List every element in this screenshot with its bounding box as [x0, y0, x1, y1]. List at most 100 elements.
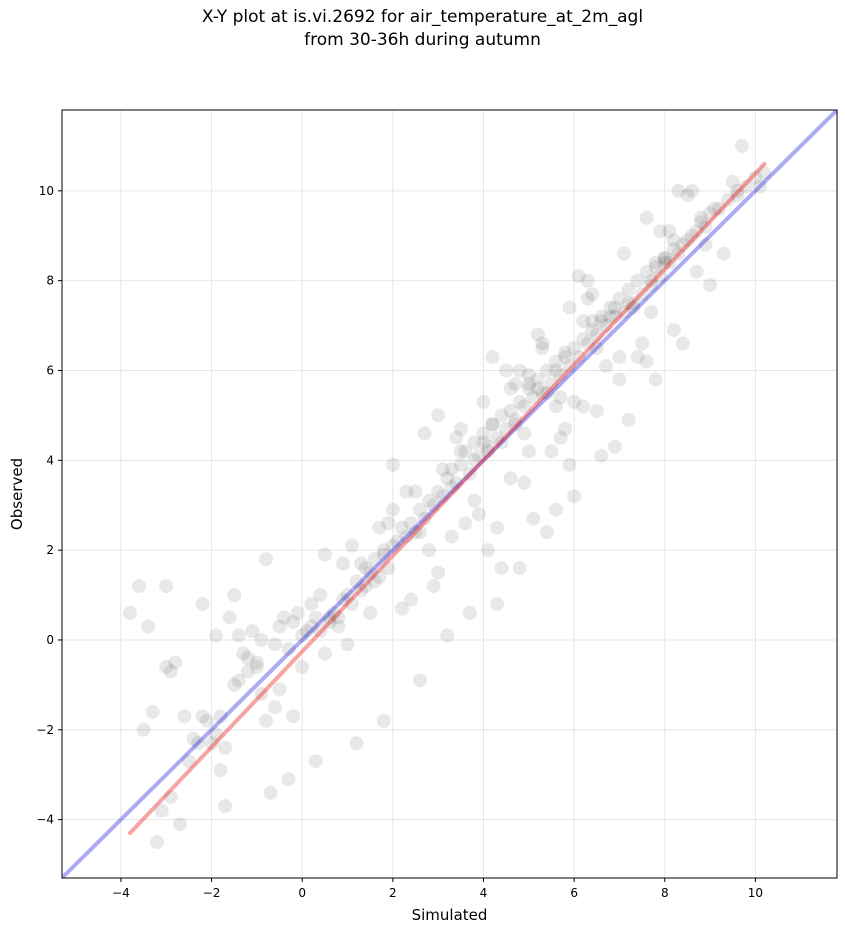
data-point [290, 606, 305, 621]
data-point [694, 210, 709, 225]
data-point [240, 650, 255, 665]
data-point [236, 646, 251, 661]
data-point [304, 619, 319, 634]
data-point [725, 174, 740, 189]
data-point [612, 291, 627, 306]
data-point [517, 399, 532, 414]
data-point [413, 525, 428, 540]
data-point [476, 435, 491, 450]
data-point [580, 273, 595, 288]
data-point [539, 525, 554, 540]
data-point [512, 394, 527, 409]
x-tick-label: 6 [570, 886, 578, 900]
data-point [657, 255, 672, 270]
data-point [227, 588, 242, 603]
data-point [503, 381, 518, 396]
data-point [553, 367, 568, 382]
data-point [521, 381, 536, 396]
data-point [458, 444, 473, 459]
data-point [462, 606, 477, 621]
regression-line [127, 161, 767, 836]
data-point [426, 498, 441, 513]
data-point [680, 188, 695, 203]
data-point [499, 421, 514, 436]
data-point [150, 835, 165, 850]
data-point [403, 516, 418, 531]
data-point [648, 255, 663, 270]
data-point [721, 192, 736, 207]
data-point [530, 372, 545, 387]
data-point [675, 336, 690, 351]
y-tick-label: 2 [46, 543, 54, 557]
data-point [136, 722, 151, 737]
data-point [345, 597, 360, 612]
data-point [644, 278, 659, 293]
chart-title-line-2: from 30-36h during autumn [304, 30, 541, 50]
data-point [508, 376, 523, 391]
data-point [231, 673, 246, 688]
data-point [644, 273, 659, 288]
data-point [666, 323, 681, 338]
data-point [449, 430, 464, 445]
data-point [422, 543, 437, 558]
x-tick-label: −4 [112, 886, 130, 900]
data-point [449, 475, 464, 490]
data-point [666, 242, 681, 257]
data-point [218, 740, 233, 755]
x-tick-label: 10 [748, 886, 763, 900]
data-point [163, 790, 178, 805]
reference-lines [62, 110, 837, 878]
data-point [159, 579, 174, 594]
y-tick-label: −2 [36, 723, 54, 737]
data-point [435, 489, 450, 504]
data-point [476, 394, 491, 409]
data-point [331, 619, 346, 634]
data-point [508, 412, 523, 427]
data-point [684, 183, 699, 198]
data-point [462, 466, 477, 481]
data-point [345, 538, 360, 553]
data-point [485, 417, 500, 432]
data-point [653, 224, 668, 239]
data-point [485, 417, 500, 432]
data-point [177, 709, 192, 724]
data-point [703, 278, 718, 293]
data-point [662, 255, 677, 270]
data-point [249, 655, 264, 670]
data-point [295, 659, 310, 674]
data-point [317, 547, 332, 562]
data-point [453, 457, 468, 472]
data-point [589, 403, 604, 418]
data-point [503, 403, 518, 418]
data-point [408, 525, 423, 540]
data-point [453, 444, 468, 459]
data-point [245, 623, 260, 638]
data-point [607, 309, 622, 324]
data-point [616, 305, 631, 320]
data-point [422, 493, 437, 508]
data-point [145, 704, 160, 719]
data-point [204, 736, 219, 751]
data-point [399, 529, 414, 544]
data-point [181, 754, 196, 769]
data-point [335, 556, 350, 571]
data-point [304, 597, 319, 612]
data-point [730, 183, 745, 198]
data-point [471, 448, 486, 463]
data-point [440, 471, 455, 486]
data-point [567, 341, 582, 356]
data-point [567, 394, 582, 409]
data-point [385, 457, 400, 472]
data-point [530, 381, 545, 396]
data-point [576, 399, 591, 414]
data-point [263, 785, 278, 800]
data-point [195, 597, 210, 612]
data-point [481, 444, 496, 459]
data-point [467, 493, 482, 508]
data-point [385, 538, 400, 553]
y-tick-label: 6 [46, 363, 54, 377]
x-tick-label: −2 [203, 886, 221, 900]
data-point [535, 385, 550, 400]
axis-ticks: −4 −2 0 2 4 6 8 10 −4 −2 0 2 4 6 8 10 [36, 184, 763, 900]
data-point [630, 350, 645, 365]
